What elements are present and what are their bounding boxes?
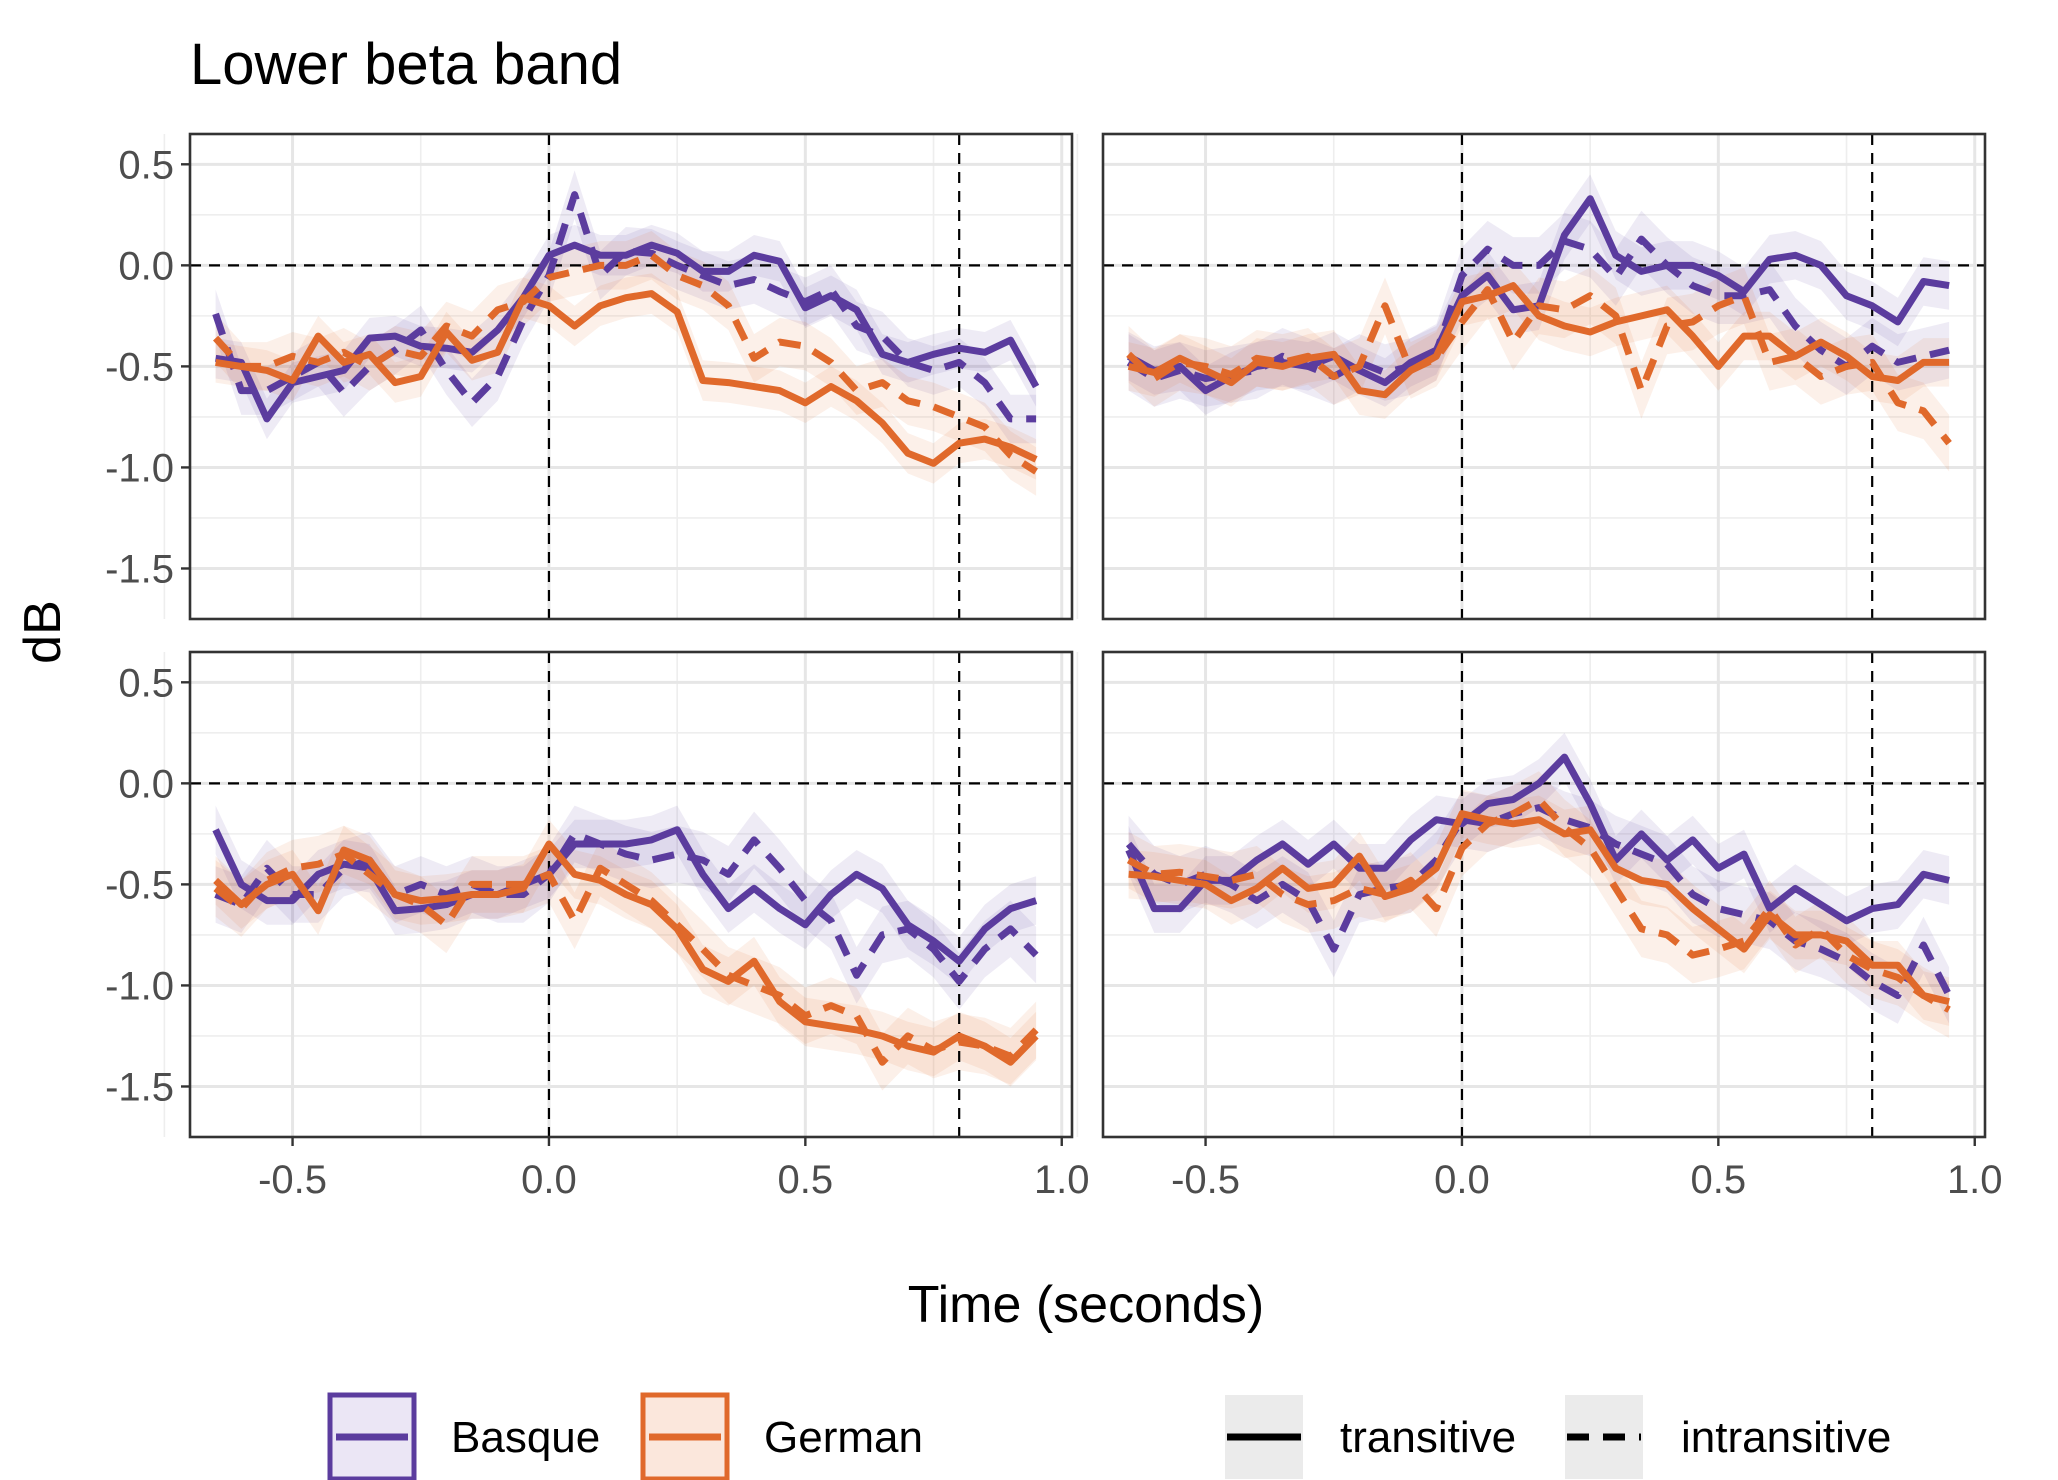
x-tick-label: 1.0 — [1034, 1158, 1090, 1202]
legend-item-intransitive: intransitive — [1565, 1395, 1891, 1479]
panel-border — [188, 132, 1074, 621]
ribbon-basque-transitive — [1128, 732, 1950, 945]
y-tick-label: 0.5 — [118, 661, 174, 705]
panel-1-2 — [1076, 132, 1987, 621]
panels: 0.5 0.0 -0.5 -1.0 -1.5 0.5 0.0 -0.5 -1.0 -1.5 -0.5… — [105, 132, 2003, 1202]
x-tick-label: -0.5 — [258, 1158, 327, 1202]
x-tick-label: 0.0 — [1434, 1158, 1490, 1202]
legend-label: German — [764, 1413, 923, 1462]
ribbon-basque-transitive — [215, 224, 1037, 440]
legend: Basque German transitive intransitive — [327, 1392, 1891, 1480]
panel-2-2: -0.5 0.0 0.5 1.0 — [1076, 650, 2003, 1202]
ribbon-german-transitive — [215, 273, 1037, 484]
x-tick-label: 0.5 — [778, 1158, 834, 1202]
legend-label: Basque — [451, 1413, 600, 1462]
ribbon-german-transitive — [1128, 789, 1950, 1026]
series-line-german-intransitive — [1126, 796, 1951, 1013]
y-tick-label: -0.5 — [105, 863, 174, 907]
ribbon-german-transitive — [1128, 261, 1950, 419]
y-tick-label: -1.0 — [105, 964, 174, 1008]
y-tick-label: 0.5 — [118, 143, 174, 187]
y-tick-label: -0.5 — [105, 345, 174, 389]
series-line-german-intransitive — [213, 251, 1038, 475]
panel-border — [1101, 650, 1987, 1139]
series-line-german-transitive — [1127, 282, 1950, 399]
series-line-basque-intransitive — [214, 830, 1039, 985]
legend-item-basque: Basque — [327, 1392, 600, 1480]
ribbon-basque-intransitive — [215, 805, 1037, 1010]
y-tick-label: -1.0 — [105, 446, 174, 490]
x-tick-label: -0.5 — [1171, 1158, 1240, 1202]
series-line-basque-intransitive — [1125, 804, 1953, 999]
panel-2-1: 0.5 0.0 -0.5 -1.0 -1.5 -0.5 0.0 0.5 1.0 — [105, 650, 1090, 1202]
series-line-german-intransitive — [213, 850, 1039, 1066]
ribbon-german-intransitive — [1128, 261, 1950, 472]
y-tick-label: -1.5 — [105, 547, 174, 591]
y-tick-label: 0.0 — [118, 244, 174, 288]
x-axis-title: Time (seconds) — [908, 1276, 1264, 1334]
panel-border — [1101, 132, 1987, 621]
series-line-basque-intransitive — [212, 191, 1037, 423]
chart-title: Lower beta band — [190, 32, 622, 97]
ribbon-basque-intransitive — [1128, 779, 1950, 1024]
ribbon-german-intransitive — [1128, 771, 1950, 1038]
legend-item-transitive: transitive — [1225, 1395, 1516, 1479]
series-line-basque-transitive — [1125, 753, 1950, 925]
legend-label: transitive — [1340, 1413, 1516, 1462]
series-line-german-intransitive — [1126, 286, 1952, 446]
x-tick-label: 0.0 — [521, 1158, 577, 1202]
panel-1-1: 0.5 0.0 -0.5 -1.0 -1.5 — [105, 132, 1074, 621]
panel-border — [188, 650, 1074, 1139]
x-tick-label: 0.5 — [1691, 1158, 1747, 1202]
legend-label: intransitive — [1681, 1413, 1891, 1462]
x-tick-label: 1.0 — [1947, 1158, 2003, 1202]
legend-item-german: German — [640, 1392, 923, 1480]
y-axis-title: dB — [14, 600, 72, 664]
y-tick-label: -1.5 — [105, 1065, 174, 1109]
y-tick-label: 0.0 — [118, 762, 174, 806]
